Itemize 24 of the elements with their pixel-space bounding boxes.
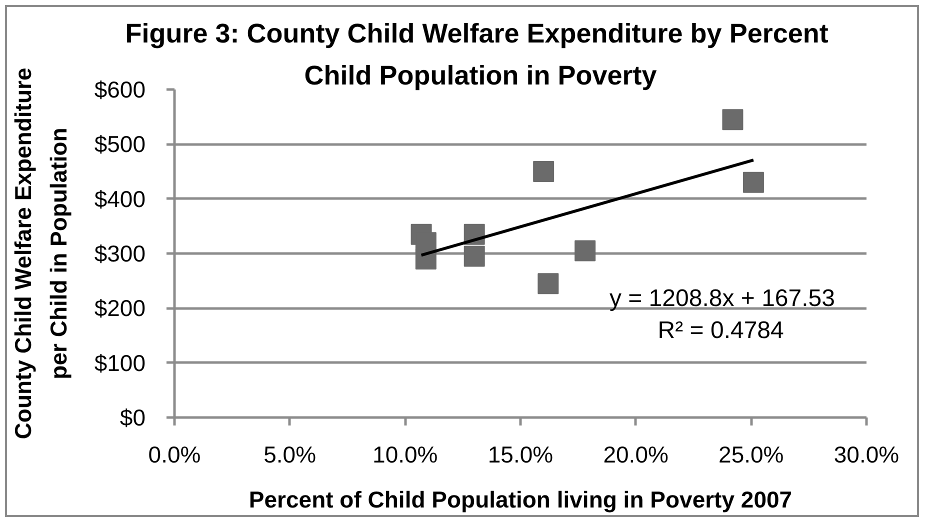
x-axis-title: Percent of Child Population living in Poverty 2007	[248, 486, 792, 512]
y-tick-label: $600	[94, 76, 146, 102]
point	[538, 273, 559, 294]
x-tick-label: 15.0%	[488, 442, 554, 468]
point	[464, 246, 485, 267]
x-tick-label: 10.0%	[372, 442, 438, 468]
y-axis-title: County Child Welfare Expenditure per Child in Population	[10, 68, 72, 440]
point	[533, 161, 554, 182]
x-tick-label: 20.0%	[603, 442, 668, 468]
y-tick-label: $200	[94, 295, 146, 322]
y-tick-label: $100	[94, 350, 146, 376]
x-tick-label: 0.0%	[148, 442, 201, 468]
point	[574, 240, 596, 262]
x-tick-label: 5.0%	[264, 442, 316, 468]
point	[742, 172, 764, 193]
point	[722, 109, 744, 130]
y-tick-label: $500	[94, 131, 146, 158]
y-tick-label: $0	[120, 404, 146, 430]
annotation: y = 1208.8x + 167.53	[609, 284, 835, 312]
x-tick-label: 25.0%	[718, 442, 784, 468]
x-tick-label: 30.0%	[834, 442, 900, 468]
y-tick-label: $400	[94, 186, 146, 212]
annotation: R² = 0.4784	[658, 317, 784, 344]
y-tick-label: $300	[94, 240, 146, 266]
